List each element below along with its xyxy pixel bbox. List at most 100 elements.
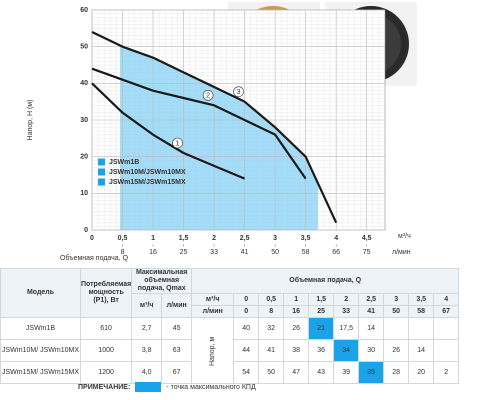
- cell: 36: [308, 339, 335, 362]
- x-tick-label: 2: [212, 235, 216, 242]
- cell: 14: [408, 339, 435, 362]
- x-axis-label: Объемная подача, Q: [60, 254, 129, 262]
- cell: JSWm10M/ JSWm10MX: [0, 339, 81, 362]
- cell: 54: [233, 361, 260, 384]
- cell: 47: [283, 361, 310, 384]
- chart: Напор, H (м) Объемная подача, Q 01020304…: [27, 2, 417, 262]
- header-cell: Модель: [0, 268, 81, 318]
- cell: 28: [383, 361, 410, 384]
- x-tick-label: 0,5: [118, 235, 128, 242]
- x2-tick-label: 58: [302, 249, 310, 256]
- curve-marker: [233, 86, 244, 97]
- header-cell: 0: [233, 293, 260, 306]
- header-cell: 0: [233, 305, 260, 318]
- header-cell: л/мин: [191, 305, 235, 318]
- cell: 41: [258, 339, 285, 362]
- legend-swatch: [98, 158, 105, 166]
- cell: JSWm15M/ JSWm15MX: [0, 361, 81, 384]
- y-tick-label: 0: [84, 227, 88, 234]
- cell: 63: [161, 339, 193, 362]
- cell: 4,0: [131, 361, 163, 384]
- cell: 1000: [79, 339, 133, 362]
- row: JSWm15M/ JSWm15MX 1200 4,0 67 54 50 47 43 39 35 28…: [0, 361, 460, 384]
- curve: [91, 82, 246, 180]
- header-cell: 3,5: [408, 293, 435, 306]
- x-tick-label: 2,5: [240, 235, 250, 242]
- note: ПРИМЕЧАНИЕ: - точка максимального КПД: [78, 382, 256, 392]
- cell: [408, 317, 435, 340]
- x2-tick-label: 41: [241, 249, 249, 256]
- header-cell: 50: [383, 305, 410, 318]
- y-axis-label: Напор, H (м): [27, 100, 34, 141]
- row: Модель Потребляемая мощность (P1), Вт Макс…: [0, 268, 460, 318]
- curve-marker-label: 3: [237, 89, 241, 96]
- header-cell: 1: [283, 293, 310, 306]
- cell: [433, 317, 460, 340]
- curve-marker: [202, 90, 214, 101]
- y-tick-label: 50: [80, 44, 88, 51]
- row: JSWm10M/ JSWm10MX 1000 3,8 63 44 41 38 36 34 30 26…: [0, 339, 460, 362]
- curve-marker-label: 2: [206, 93, 210, 100]
- cell: 26: [383, 339, 410, 362]
- cell: 35: [358, 361, 385, 384]
- cell: 67: [161, 361, 193, 384]
- cell: 45: [161, 317, 193, 340]
- cell: 14: [358, 317, 385, 340]
- x2-tick-label: 16: [149, 249, 157, 256]
- cell: 30: [358, 339, 385, 362]
- cell: 44: [233, 339, 260, 362]
- header-cell: 33: [333, 305, 360, 318]
- y-tick-label: 40: [80, 80, 88, 87]
- x-unit: м³/ч: [398, 233, 411, 240]
- header-cell: Объемная подача, Q: [191, 268, 460, 294]
- legend-label: JSWm15M/JSWm15MX: [109, 179, 186, 186]
- cell: [383, 317, 410, 340]
- cell: 39: [333, 361, 360, 384]
- cell: 50: [258, 361, 285, 384]
- curve-marker-label: 1: [176, 140, 180, 147]
- x-tick-label: 3: [273, 235, 277, 242]
- cell: 21: [308, 317, 335, 340]
- cell: 43: [308, 361, 335, 384]
- x-tick-label: 4,5: [362, 235, 372, 242]
- header-cell: Максимальная объемная подача, Qmax: [131, 268, 193, 294]
- cell: 2,7: [131, 317, 163, 340]
- spec-table: Модель Потребляемая мощность (P1), Вт Макс…: [0, 268, 460, 384]
- header-cell: 1,5: [308, 293, 335, 306]
- x2-tick-label: 50: [271, 249, 279, 256]
- header-cell: 4: [433, 293, 460, 306]
- x-tick-label: 0: [90, 235, 94, 242]
- cell: JSWm1B: [0, 317, 81, 340]
- y-tick-label: 60: [80, 7, 88, 14]
- highlight-area: [120, 45, 318, 230]
- y-tick-label: 30: [80, 117, 88, 124]
- header-cell: м³/ч: [191, 293, 235, 306]
- note-label: ПРИМЕЧАНИЕ:: [78, 383, 131, 391]
- cell: 2: [433, 361, 460, 384]
- cell: 1200: [79, 361, 133, 384]
- note-text: - точка максимального КПД: [166, 383, 256, 391]
- x-tick-label: 3,5: [301, 235, 311, 242]
- x2-tick-label: 66: [332, 249, 340, 256]
- cell: 610: [79, 317, 133, 340]
- header-cell: 58: [408, 305, 435, 318]
- header-cell: 25: [308, 305, 335, 318]
- x-tick-label: 1,5: [179, 235, 189, 242]
- x2-tick-label: 8: [121, 249, 125, 256]
- row: м³/ч л/мин м³/ч 0 0,5 1 1,5 2 2,5 3 3,5 4: [1, 293, 460, 318]
- cell: 34: [333, 339, 360, 362]
- header-cell: л/мин: [161, 293, 193, 318]
- cell: 17,5: [333, 317, 360, 340]
- x-tick-label: 1: [151, 235, 155, 242]
- y-tick-label: 20: [80, 154, 88, 161]
- header-cell: 3: [383, 293, 410, 306]
- x2-tick-label: 75: [363, 249, 371, 256]
- header-cell: Потребляемая мощность (P1), Вт: [79, 268, 133, 318]
- legend-label: JSWm10M/JSWm10MX: [109, 169, 186, 176]
- header-cell: 67: [433, 305, 460, 318]
- cell: Напор, м: [191, 317, 234, 384]
- y-tick-label: 10: [80, 190, 88, 197]
- cell: 32: [258, 317, 285, 340]
- cell: 20: [408, 361, 435, 384]
